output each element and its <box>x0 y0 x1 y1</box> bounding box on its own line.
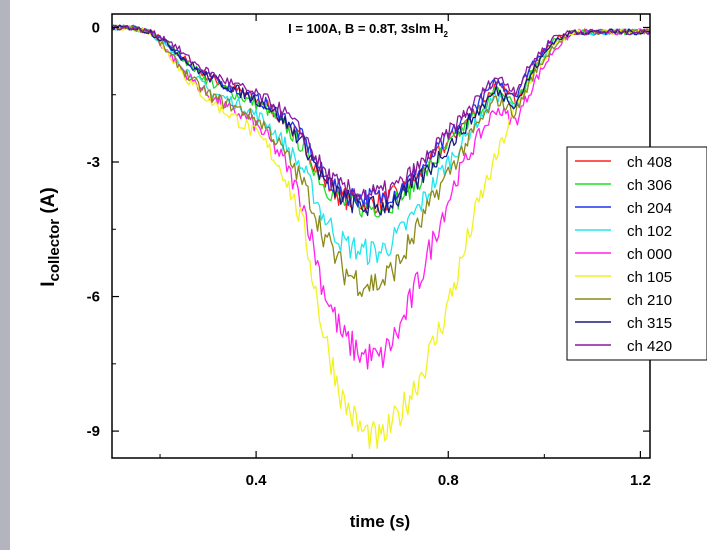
chart-title: I = 100A, B = 0.8T, 3slm H2 <box>288 21 448 39</box>
window-side-strip <box>0 0 10 550</box>
axes-layer: 0.4 0.8 1.2 0 -3 -6 -9 <box>87 13 651 489</box>
legend-label: ch 315 <box>627 315 672 332</box>
legend-label: ch 105 <box>627 269 672 286</box>
chart-title-subscript: 2 <box>443 30 448 39</box>
legend-label: ch 210 <box>627 292 672 309</box>
series-line-ch-210 <box>111 24 651 298</box>
y-axis-label: Icollector (A) <box>38 187 63 286</box>
y-tick-label: 0 <box>92 19 100 36</box>
y-axis-label-main: I <box>38 281 59 286</box>
y-tick-label: -3 <box>87 154 100 171</box>
y-axis-label-unit: (A) <box>38 187 59 219</box>
legend-label: ch 000 <box>627 246 672 263</box>
legend-label: ch 102 <box>627 223 672 240</box>
legend-label: ch 408 <box>627 154 672 171</box>
legend: ch 408 ch 306 ch 204 ch 102 ch 000 ch 105 ch 2… <box>566 146 707 361</box>
x-tick-label: 1.2 <box>630 472 651 489</box>
x-tick-label: 0.8 <box>438 472 459 489</box>
y-tick-label: -6 <box>87 289 100 306</box>
y-axis-label-subscript: collector <box>46 219 63 282</box>
chart-title-text: I = 100A, B = 0.8T, 3slm H <box>288 21 443 36</box>
legend-label: ch 420 <box>627 338 672 355</box>
legend-label: ch 306 <box>627 177 672 194</box>
legend-label: ch 204 <box>627 200 672 217</box>
series-line-ch-420 <box>111 25 651 202</box>
y-tick-label: -9 <box>87 423 100 440</box>
x-axis-label: time (s) <box>350 512 410 531</box>
x-tick-label: 0.4 <box>246 472 268 489</box>
series-layer <box>111 24 651 450</box>
